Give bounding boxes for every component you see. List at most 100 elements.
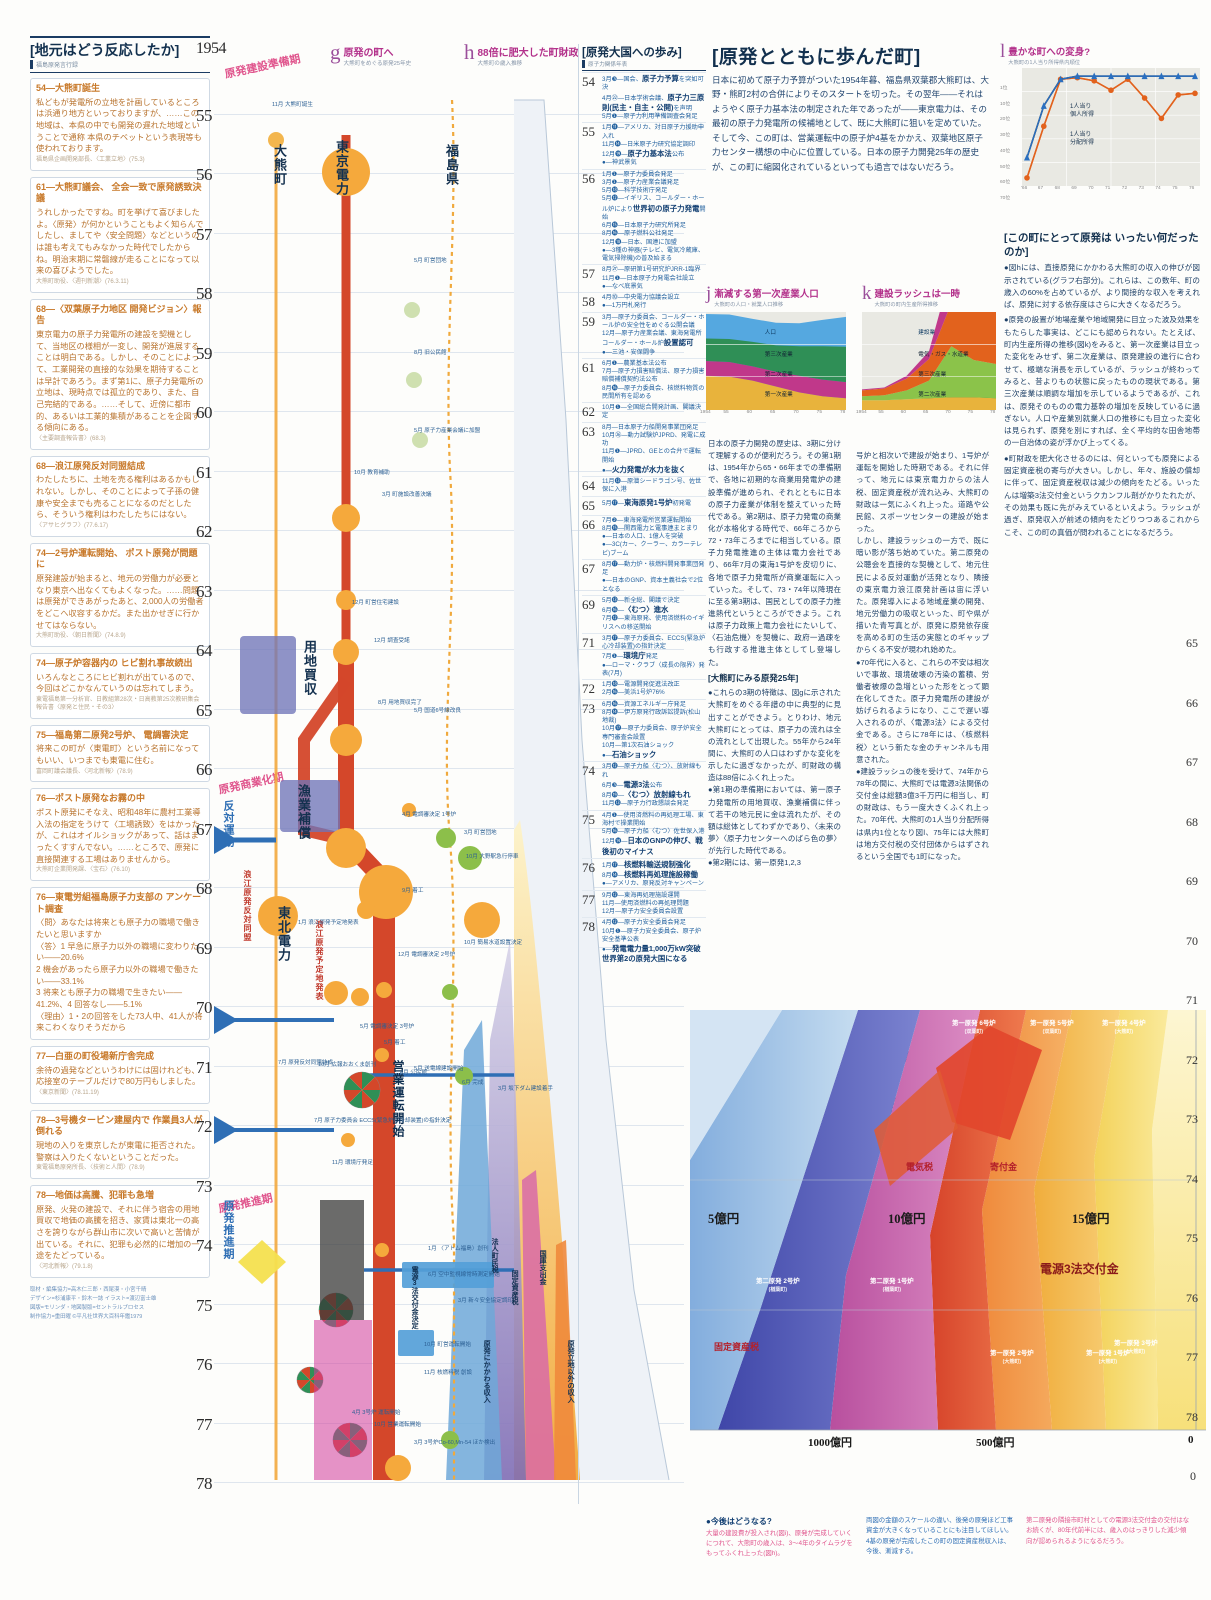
- year-axis-rail: 1954 55 56 57 58 59 60 61 62 63 64 65 66 67 68 69 70 71 72…: [196, 40, 227, 1493]
- right-column-paragraph: ●町財政を肥大化させるのには、何といっても原発による固定資産税の寄与が大きい。し…: [1004, 453, 1200, 537]
- chart-i-year-tick-67: 67: [1186, 755, 1198, 769]
- quote-card-body: わたしたちに、土地を売る権利はあるかもしれない。しかし、そのことによって子孫の健…: [36, 475, 200, 520]
- area-series-第二次産業: [706, 361, 846, 399]
- quote-card-source: 富岡町議会議長、〈河北新報〉(78.9): [36, 768, 133, 775]
- chart-l-y-tick: 30位: [1000, 133, 1011, 139]
- center-event-note: 5月 町営団地: [414, 258, 447, 264]
- center-event-note: 5月 着工: [384, 1040, 406, 1046]
- chart-l-y-tick: 60位: [1000, 180, 1011, 186]
- chart-l-x-tick: 67: [1037, 186, 1044, 191]
- center-event-note: 国庫支出金: [539, 1250, 547, 1285]
- chart-x-tick: 65: [923, 410, 929, 415]
- chart-x-tick: 70: [793, 410, 799, 415]
- chronology-year-row: 74 3月⓬—原子力船〈むつ〉、放射線もれ 6月❸—電源3法公布 8月⓳—〈むつ〉放射…: [582, 761, 706, 808]
- year-gridline: [214, 173, 684, 174]
- chronology-item: ●—1万円札発行: [602, 302, 647, 310]
- center-event-note: 4月 電調審決定 1号炉: [402, 812, 457, 818]
- chronology-year-row: 66 7月❷—東海発電所営業運転開始 8月⓯—関西電力と電事連まとまり ●—日本の人口…: [582, 514, 706, 558]
- chart-l-marker: [1141, 95, 1148, 101]
- quote-card-source: 東電福島第一分析官、日教組第28次・日高教第25次教研集会報告書〈原発と住民・そ…: [36, 697, 200, 711]
- chronology-item-list: 9月⓬—東海再処理施設運開 11月—使用済燃料の再処理問題 12月—原子力安全委員会…: [602, 892, 706, 917]
- center-vertical-label: 福島県: [444, 144, 459, 186]
- chronology-item: 8月⓰—原子燃料公社発足: [602, 230, 674, 238]
- chronology-item: 5月⓲—科学技術庁発足: [602, 187, 668, 194]
- chronology-item: 12月⓮—日本のGNPの伸び、戦後初のマイナス: [602, 836, 703, 856]
- chronology-item: ●—三池・安保闘争: [602, 348, 656, 356]
- chart-g-subtitle: 大熊町をめぐる原発25年史: [343, 61, 412, 67]
- quote-card-body: 原発、火発の建設で、それに伴う宿舎の用地買収で地価の高騰を招き、家賃は東北一の高…: [36, 1204, 200, 1261]
- chronology-year-row: 57 8月㉗—原研第1号研究炉JRR-1臨界 11月❶—日本原子力発電会社設立 ●—な…: [582, 264, 706, 291]
- chronology-year-row: 72 1月⓲—電源開発促進法改正 2月⓰—美浜1号炉76%: [582, 679, 706, 698]
- chronology-year-number: 55: [582, 124, 595, 140]
- chart-i-band-label: 第一原発 1号炉 (大熊町): [1086, 1350, 1130, 1366]
- chart-k-xticks: 1954 55 60 65 70 75 78: [856, 410, 996, 418]
- chart-l-y-tick: 50位: [1000, 164, 1011, 170]
- center-event-note: 3月 町営団地: [464, 830, 497, 836]
- chronology-column: [原発大国への歩み] 原子力関係年表 54 3月❸—国会、原子力予算を突如可決 4月…: [578, 44, 706, 1504]
- chart-l-marker: [1024, 153, 1030, 161]
- chart-j-title: 漸減する第一次産業人口: [714, 289, 819, 300]
- center-event-note: 4月 3号炉 運転開始: [352, 1410, 401, 1416]
- chart-l-letter: l: [1000, 41, 1006, 62]
- quote-card-source: 大熊町企業開発課、〈宝石〉(76.10): [36, 867, 131, 874]
- center-vertical-label: 東京電力: [334, 140, 349, 196]
- chart-h-letter: h: [464, 40, 475, 64]
- center-event-note: 電源3法交付金決定: [411, 1266, 419, 1329]
- essay-lead: 日本に初めて原子力予算がついた1954年暮、福島県双葉郡大熊町は、大野・熊町2村…: [712, 75, 989, 172]
- chronology-item-list: 3月❸—国会、原子力予算を突如可決 4月㉒—日本学術会議、原子力三原則(民主・自主…: [602, 74, 706, 121]
- chronology-item: 6月❸—電源3法公布: [602, 779, 663, 789]
- chart-l-x-tick: 76: [1189, 186, 1195, 191]
- band-name: 第一原発 4号炉: [1102, 1020, 1146, 1027]
- center-event-note: 3月 新々安全協定調印: [458, 1298, 514, 1304]
- chart-series-label: 第三次産業: [764, 352, 793, 358]
- chart-i-year-tick-66: 66: [1186, 695, 1198, 710]
- chronology-year-number: 59: [582, 313, 595, 329]
- band-name: 第一原発 2号炉: [990, 1350, 1034, 1357]
- chronology-item: 8月⓱—動力炉・核燃料開発事業団発足: [602, 560, 705, 576]
- chart-l-series-label-1: 1人当り 個人所得: [1070, 104, 1095, 118]
- year-gridline: [214, 946, 684, 948]
- chart-i-tax-label: 固定資産税: [714, 1342, 760, 1352]
- chronology-year-number: 63: [582, 423, 595, 439]
- quote-card-heading: 76—東電労組福島原子力支部の アンケート調査: [36, 892, 202, 914]
- year-label-74: 74: [196, 1236, 213, 1255]
- bottom-note-left-body: 大量の建設費が投入され(図i)、原発が完成していくにつれて、大熊町の歳入は、3～…: [706, 1529, 853, 1558]
- year-gridline: [214, 232, 684, 234]
- year-gridline: [214, 292, 684, 293]
- center-event-note: 固定資産税: [511, 1270, 519, 1305]
- center-event-note: 6月 完成: [462, 1080, 484, 1086]
- chronology-year-number: 64: [582, 478, 595, 493]
- quote-card-body: 将来この町が〈東電町〉という名前になってもいい、いつまでも東電に住む。: [36, 744, 200, 765]
- chart-series-label: 建設業: [918, 330, 936, 336]
- bottom-note-right: 第二原発の隣接市町村としての電源3法交付金の交付はなお続くが、80年代前半には、…: [1026, 1516, 1192, 1547]
- quote-card: 68—浪江原発反対同盟結成わたしたちに、土地を売る権利はあるかもしれない。しかし…: [30, 455, 210, 537]
- chronology-year-number: 58: [582, 294, 595, 309]
- chart-i-scale-label: 1000億円: [808, 1437, 852, 1449]
- center-event-note: 7月 原子力委員会 ECCS(緊急炉心冷却装置)の指針決定: [314, 1118, 452, 1124]
- chart-i-band-label: 第一原発 4号炉 (大熊町): [1102, 1020, 1146, 1036]
- chart-l-subtitle: 大熊町の1人当り所得県内順位: [1008, 60, 1081, 66]
- chronology-year-number: 78: [582, 919, 595, 935]
- left-column-header: [地元はどう反応したか] 福島原発言行録: [30, 36, 210, 73]
- chronology-year-row: 63 8月—日本原子力船開発事業団発足 10月㉖—動力試験炉JPRD、発電に成功 11…: [582, 421, 706, 476]
- chart-l-marker: [1175, 92, 1181, 98]
- chart-l-x-tick: 74: [1155, 186, 1161, 191]
- left-column-subtitle: 福島原発言行録: [30, 60, 210, 69]
- chronology-item-list: 4月❶—使用済燃料の再処理工場、東海村で操業開始 5月⓰—原子力船〈むつ〉佐世保入…: [602, 812, 706, 857]
- area-series-第三次産業: [862, 312, 996, 397]
- quote-card-heading: 68—浪江原発反対同盟結成: [36, 460, 146, 471]
- center-vertical-label: 大熊町: [272, 144, 287, 186]
- chart-i-money-label: 15億円: [1072, 1212, 1110, 1226]
- chronology-item: 3月⓱—原子力委員会、ECCS(緊急炉心冷却装置)の指針決定: [602, 634, 706, 650]
- essay-col1-sub-text: ●これらの3期の特徴は、図gに示された大熊町をめぐる年譜の中に典型的に見出すこと…: [708, 688, 841, 868]
- center-event-note: 3月 坂下ダム建設着手: [498, 1086, 554, 1092]
- chart-i-year-tick-76: 76: [1186, 1290, 1198, 1305]
- chronology-year-number: 65: [582, 497, 595, 513]
- band-name: 第一原発 6号炉: [952, 1020, 996, 1027]
- quote-card-body: 余待の過発などというわけには固けれども、応接室のテーブルだけで80万円もしました…: [36, 1065, 201, 1087]
- chronology-item-list: 6月❶—農業基本法公布 7月—原子力損害賠償法、原子力損害賠償補償契約法公布 8月⓰…: [602, 360, 706, 401]
- chronology-item: 8月⓮—伊方原発行政訴訟提訴(松山地裁): [602, 708, 701, 724]
- quote-card-body: 東京電力の原子力発電所の建設を契機として、当地区の様相が一変し、開発が進展するこ…: [36, 330, 204, 433]
- year-gridline: [214, 887, 684, 888]
- quote-card: 68—〈双葉原子力地区 開発ビジョン〉報告 東京電力の原子力発電所の建設を契機とし…: [30, 298, 210, 450]
